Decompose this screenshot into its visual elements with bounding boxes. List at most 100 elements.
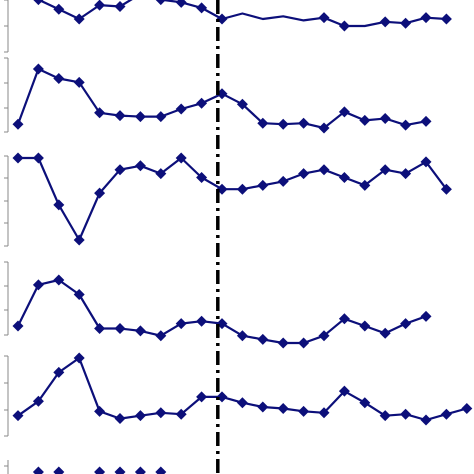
data-point [175,408,187,420]
data-point [298,168,310,180]
data-point [338,172,350,184]
data-point [318,330,330,342]
data-point [461,402,473,414]
data-point [155,466,167,474]
data-point [257,179,269,191]
data-point [73,352,85,364]
data-point [114,413,126,425]
panel-6 [32,466,167,474]
data-point [338,313,350,325]
data-point [257,401,269,413]
data-point [94,322,106,334]
data-point [94,187,106,199]
data-point [236,183,248,195]
data-point [318,12,330,24]
data-point [338,20,350,32]
data-point [134,160,146,172]
data-point [32,395,44,407]
data-point [379,327,391,339]
panel-4 [12,274,432,349]
panel-1 [33,0,452,32]
data-point [440,13,452,25]
data-point [155,407,167,419]
data-point [277,402,289,414]
data-point [400,318,412,330]
data-point [440,183,452,195]
data-point [420,414,432,426]
data-point [420,12,432,24]
data-point [196,391,208,403]
data-point [134,466,146,474]
panel-3 [12,152,452,246]
data-point [175,152,187,164]
panel-5 [12,352,473,426]
data-point [379,112,391,124]
data-point [196,315,208,327]
data-point [420,115,432,127]
data-point [400,119,412,131]
data-point [12,410,24,422]
data-point [12,320,24,332]
data-point [155,111,167,123]
data-point [114,466,126,474]
data-point [114,322,126,334]
data-point [379,164,391,176]
data-point [257,117,269,129]
series-line [17,356,468,422]
data-point [400,17,412,29]
data-point [94,107,106,119]
data-point [420,310,432,322]
data-point [175,318,187,330]
data-point [53,3,65,15]
data-point [12,152,24,164]
data-point [298,405,310,417]
data-point [73,76,85,88]
data-point [196,97,208,109]
data-point [94,0,106,11]
data-point [53,466,65,474]
data-point [216,391,228,403]
data-point [32,152,44,164]
data-point [338,385,350,397]
data-point [33,0,44,6]
data-point [236,98,248,110]
data-point [114,164,126,176]
data-point [420,156,432,168]
data-point [440,408,452,420]
data-point [318,407,330,419]
data-point [359,114,371,126]
data-point [277,337,289,349]
data-point [12,118,24,130]
data-point [400,408,412,420]
data-point [379,16,391,28]
data-point [32,279,44,291]
series-line [35,0,447,28]
data-point [53,274,65,286]
data-point [114,1,126,13]
data-point [155,168,167,180]
data-point [134,111,146,123]
data-point [155,330,167,342]
data-point [196,172,208,184]
data-point [318,122,330,134]
data-point [236,397,248,409]
series-line [18,156,448,242]
data-point [379,410,391,422]
data-point [53,366,65,378]
data-point [94,466,106,474]
data-point [359,320,371,332]
data-point [32,63,44,75]
data-point [53,73,65,85]
data-point [257,333,269,345]
data-point [277,175,289,187]
data-point [175,103,187,115]
data-point [298,337,310,349]
data-point [32,466,44,474]
data-point [359,397,371,409]
data-point [94,405,106,417]
data-point [73,289,85,301]
data-point [359,179,371,191]
data-point [114,110,126,122]
data-point [155,0,166,6]
